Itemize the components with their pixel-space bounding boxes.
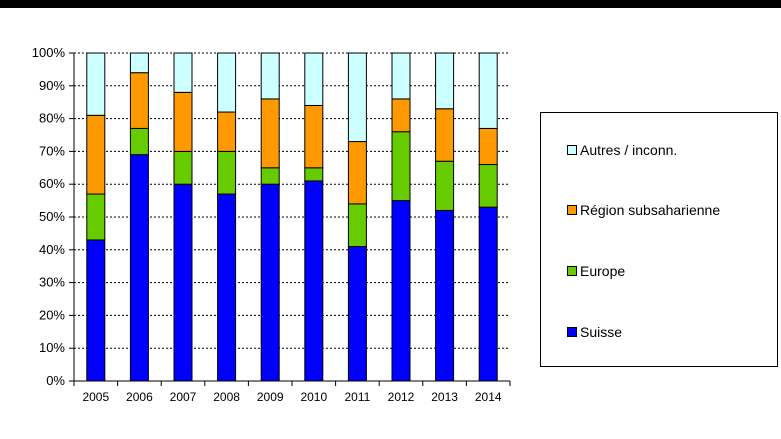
legend-label-suisse: Suisse [580, 324, 623, 340]
legend-swatch-region-subsaharienne [567, 205, 577, 215]
legend-item-autres: Autres / inconn. [567, 142, 677, 158]
y-tick-label: 70% [39, 143, 65, 158]
y-tick-label: 60% [39, 176, 65, 191]
legend-label-autres: Autres / inconn. [580, 142, 678, 158]
y-tick-labels: 0% 10% 20% 30% 40% 50% 60% 70% 80% 90% 100% [32, 45, 66, 388]
bar-segment-suisse-2005 [86, 239, 106, 382]
y-tick-label: 80% [39, 111, 65, 126]
legend-item-region-subsaharienne: Région subsaharienne [567, 202, 720, 218]
y-tick-label: 50% [39, 209, 65, 224]
x-tick-label-2010: 2010 [300, 390, 327, 404]
bar-segment-r-gion-subsaharienne-2013 [435, 108, 455, 162]
x-tick-label-2005: 2005 [82, 390, 109, 404]
bar-segment-europe-2013 [435, 160, 455, 211]
bar-segment-r-gion-subsaharienne-2009 [260, 98, 280, 169]
bar-segment-suisse-2006 [129, 154, 149, 382]
bar-segment-autres-inconn--2005 [86, 52, 106, 116]
x-tick-labels: 2005 2006 2007 2008 2009 2010 2011 2012 2013 2014 [82, 390, 501, 404]
bars [86, 52, 498, 382]
bar-segment-autres-inconn--2006 [129, 52, 149, 74]
bar-segment-r-gion-subsaharienne-2014 [478, 127, 498, 166]
legend-swatch-autres [567, 145, 577, 155]
bar-segment-r-gion-subsaharienne-2011 [347, 141, 367, 205]
bar-segment-suisse-2009 [260, 183, 280, 382]
bar-segment-autres-inconn--2011 [347, 52, 367, 143]
x-tick-label-2009: 2009 [257, 390, 284, 404]
legend-item-europe: Europe [567, 263, 625, 279]
bar-segment-suisse-2007 [173, 183, 193, 382]
bar-segment-autres-inconn--2008 [217, 52, 237, 113]
bar-segment-europe-2006 [129, 127, 149, 156]
bar-segment-suisse-2008 [217, 193, 237, 382]
y-tick-label: 40% [39, 242, 65, 257]
x-tick-label-2013: 2013 [431, 390, 458, 404]
bar-segment-r-gion-subsaharienne-2006 [129, 72, 149, 129]
bar-segment-autres-inconn--2009 [260, 52, 280, 100]
bar-segment-suisse-2011 [347, 246, 367, 382]
legend-label-europe: Europe [580, 263, 626, 279]
legend: Autres / inconn. Région subsaharienne Eu… [540, 112, 778, 367]
x-tick-label-2006: 2006 [126, 390, 153, 404]
x-tick-label-2008: 2008 [213, 390, 240, 404]
bar-segment-europe-2007 [173, 150, 193, 185]
legend-item-suisse: Suisse [567, 324, 622, 340]
bar-segment-r-gion-subsaharienne-2007 [173, 91, 193, 152]
bar-segment-autres-inconn--2014 [478, 52, 498, 129]
bar-segment-autres-inconn--2013 [435, 52, 455, 110]
y-tick-label: 30% [39, 275, 65, 290]
bar-segment-suisse-2013 [435, 209, 455, 382]
bar-segment-autres-inconn--2010 [304, 52, 324, 106]
bar-segment-europe-2005 [86, 193, 106, 241]
bar-segment-europe-2009 [260, 167, 280, 185]
bar-segment-suisse-2014 [478, 206, 498, 382]
legend-label-region-subsaharienne: Région subsaharienne [580, 202, 721, 218]
legend-swatch-suisse [567, 327, 577, 337]
x-tick-label-2012: 2012 [388, 390, 415, 404]
bar-segment-r-gion-subsaharienne-2012 [391, 98, 411, 133]
legend-swatch-europe [567, 266, 577, 276]
bar-segment-suisse-2010 [304, 180, 324, 382]
y-tick-label: 100% [32, 45, 66, 60]
bar-segment-europe-2014 [478, 164, 498, 208]
x-tick-label-2007: 2007 [170, 390, 197, 404]
y-tick-label: 0% [46, 373, 65, 388]
bar-segment-r-gion-subsaharienne-2010 [304, 104, 324, 169]
bar-segment-autres-inconn--2012 [391, 52, 411, 100]
bar-segment-europe-2010 [304, 167, 324, 182]
bar-segment-europe-2012 [391, 131, 411, 202]
y-tick-label: 20% [39, 307, 65, 322]
bar-segment-r-gion-subsaharienne-2005 [86, 114, 106, 195]
y-tick-label: 10% [39, 340, 65, 355]
bar-segment-europe-2011 [347, 203, 367, 248]
bar-segment-r-gion-subsaharienne-2008 [217, 111, 237, 152]
y-tick-label: 90% [39, 78, 65, 93]
top-border-bar [0, 0, 781, 8]
axes [69, 52, 511, 386]
bar-segment-autres-inconn--2007 [173, 52, 193, 93]
x-tick-label-2011: 2011 [344, 390, 370, 404]
x-tick-label-2014: 2014 [475, 390, 502, 404]
bar-segment-europe-2008 [217, 150, 237, 195]
bar-segment-suisse-2012 [391, 200, 411, 382]
